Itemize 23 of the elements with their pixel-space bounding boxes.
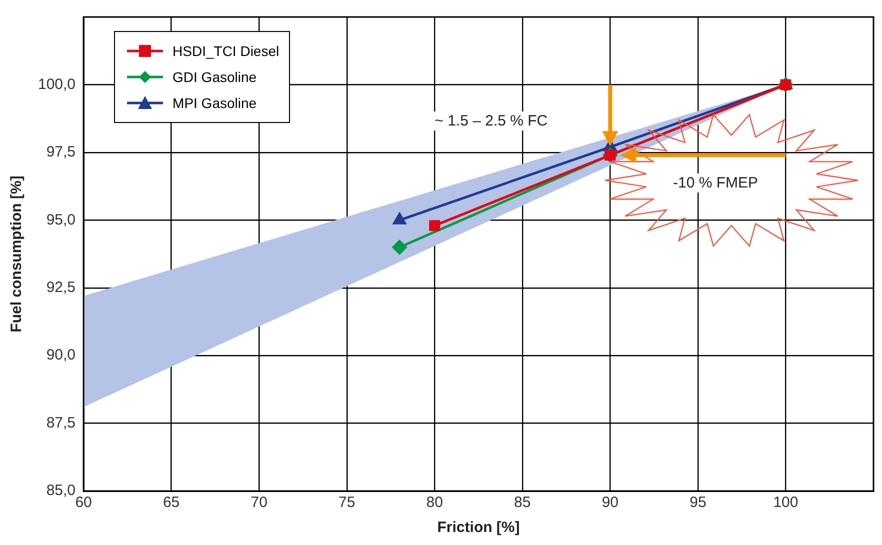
x-tick-label: 85: [514, 494, 531, 512]
y-tick-label: 87,5: [46, 414, 76, 432]
y-tick-label: 85,0: [46, 482, 76, 500]
x-tick-label: 100: [773, 494, 798, 512]
legend-label: MPI Gasoline: [172, 95, 257, 111]
x-tick-label: 90: [602, 494, 619, 512]
x-tick-label: 80: [426, 494, 443, 512]
x-tick-label: 75: [338, 494, 356, 512]
x-axis-title: Friction [%]: [437, 519, 520, 536]
annotation: -10 % FMEP: [670, 173, 762, 192]
x-tick-label: 70: [250, 494, 268, 512]
y-axis-title: Fuel consumption [%]: [8, 176, 26, 332]
annotation: ~ 1.5 – 2.5 % FC: [432, 112, 551, 131]
x-tick-label: 60: [75, 494, 92, 512]
legend-label: GDI Gasoline: [172, 69, 257, 85]
y-tick-label: 100,0: [38, 76, 76, 93]
y-tick-label: 90,0: [46, 346, 76, 364]
x-tick-label: 95: [690, 494, 706, 512]
x-tick-label: 65: [162, 494, 180, 512]
y-tick-label: 97,5: [46, 144, 76, 161]
legend-label: HSDI_TCI Diesel: [172, 43, 280, 59]
y-tick-label: 95,0: [46, 211, 76, 228]
y-tick-label: 92,5: [46, 279, 76, 296]
